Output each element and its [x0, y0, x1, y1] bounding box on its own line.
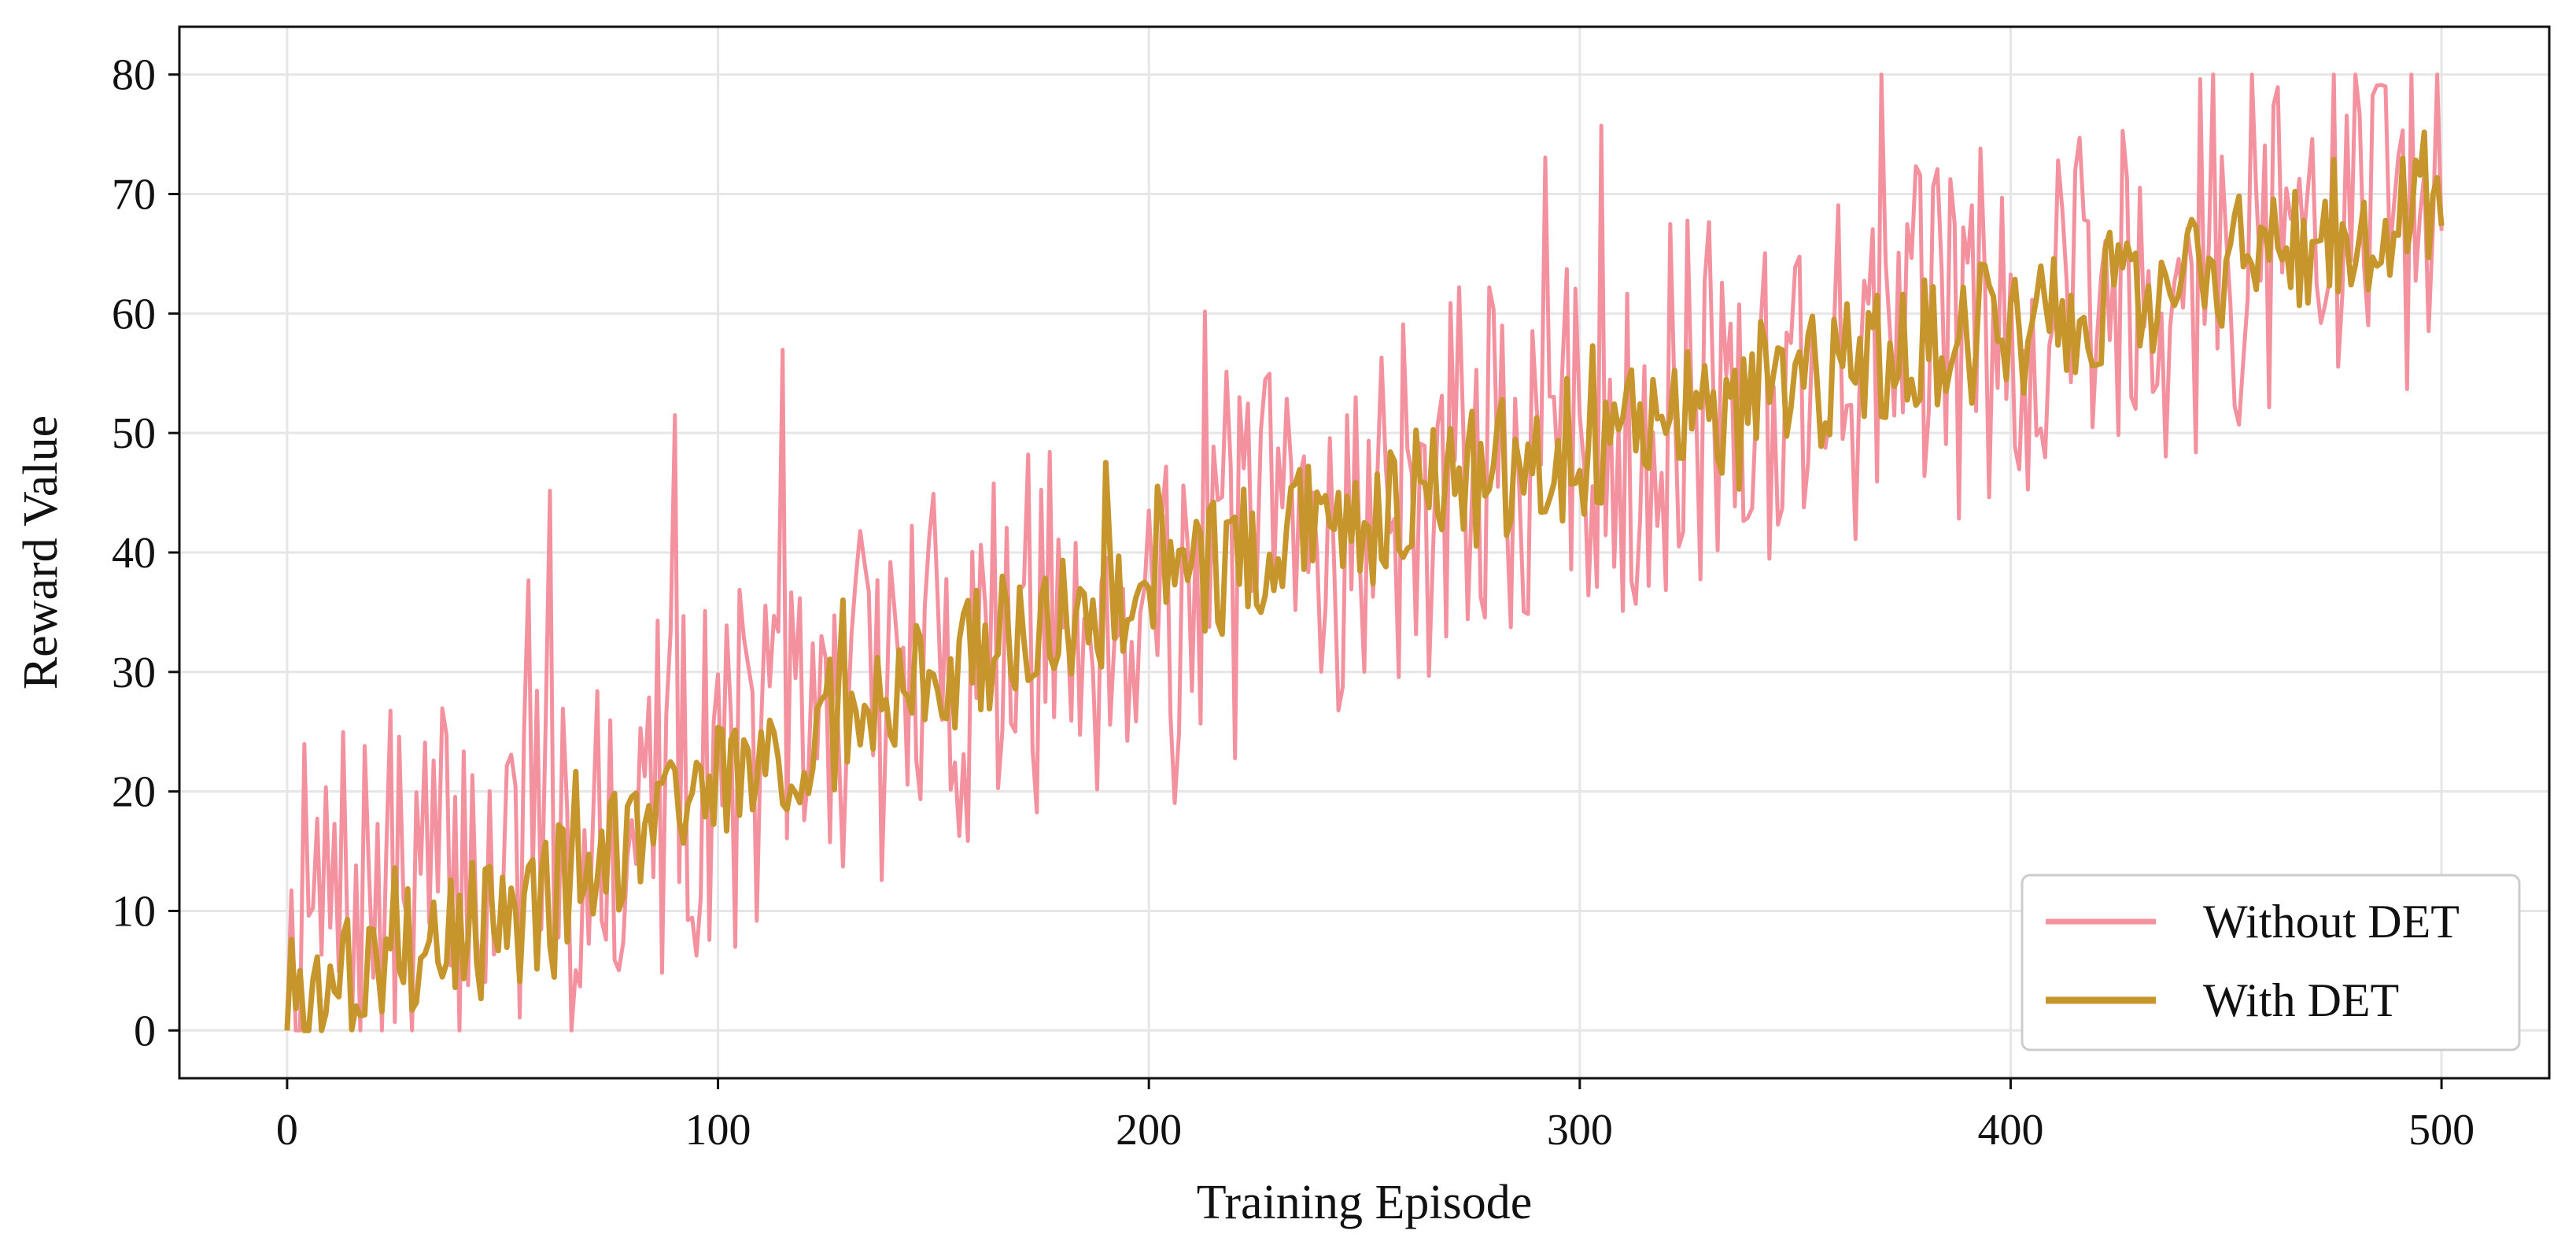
x-tick-label: 0: [276, 1106, 298, 1155]
y-tick-label: 50: [112, 409, 156, 458]
y-axis-ticks: 0 10 20 30 40 50 60 70 80: [112, 51, 179, 1055]
y-tick-label: 40: [112, 529, 156, 578]
series-line-with-det: [284, 129, 2445, 1033]
y-tick-label: 70: [112, 171, 156, 220]
series-line-without-det: [285, 72, 2444, 1033]
x-tick-label: 400: [1977, 1106, 2043, 1155]
y-tick-label: 60: [112, 290, 156, 338]
legend-label-without-det: Without DET: [2203, 896, 2460, 948]
x-axis-label: Training Episode: [1197, 1176, 1533, 1229]
legend: Without DET With DET: [2021, 874, 2521, 1051]
y-axis-label: Reward Value: [14, 416, 68, 689]
series-lines: [284, 72, 2445, 1033]
x-axis-ticks: 0 100 200 300 400 500: [276, 1078, 2475, 1155]
y-tick-label: 0: [134, 1007, 156, 1055]
y-tick-label: 10: [112, 887, 156, 936]
x-tick-label: 500: [2408, 1106, 2475, 1155]
x-tick-label: 100: [685, 1106, 751, 1155]
y-tick-label: 20: [112, 768, 156, 817]
x-tick-label: 300: [1547, 1106, 1613, 1155]
legend-label-with-det: With DET: [2203, 974, 2399, 1026]
y-tick-label: 30: [112, 649, 156, 697]
x-tick-label: 200: [1116, 1106, 1182, 1155]
y-tick-label: 80: [112, 51, 156, 100]
